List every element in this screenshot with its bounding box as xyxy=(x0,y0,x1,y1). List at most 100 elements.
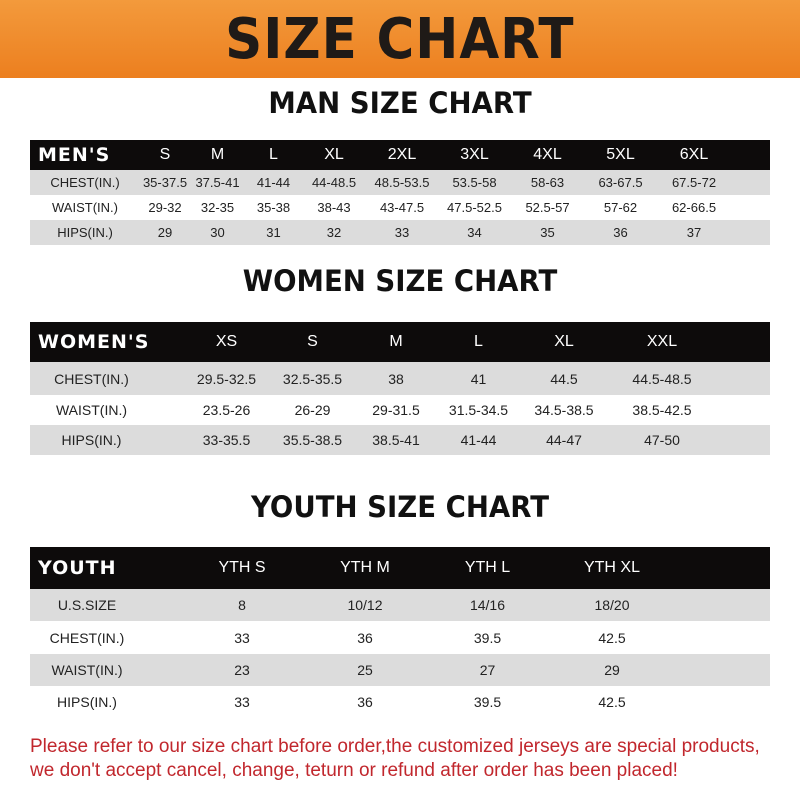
measurement-label: HIPS(IN.) xyxy=(57,694,117,710)
measurement-value: 37 xyxy=(686,225,702,240)
measurement-label: HIPS(IN.) xyxy=(57,225,113,240)
men-section-title: MAN SIZE CHART xyxy=(268,86,532,120)
measurement-value: 44-48.5 xyxy=(311,175,357,190)
table-header-row: YOUTH YTH S YTH M YTH L YTH XL xyxy=(30,547,770,589)
size-column-header: XL xyxy=(324,146,344,163)
measurement-value: 31 xyxy=(266,225,281,240)
measurement-value: 41-44 xyxy=(256,175,291,190)
measurement-value: 38-43 xyxy=(317,200,351,215)
youth-section-title: YOUTH SIZE CHART xyxy=(250,490,550,524)
size-column-header: 5XL xyxy=(606,146,635,163)
measurement-value: 67.5-72 xyxy=(671,175,717,190)
measurement-value: 41-44 xyxy=(460,432,497,448)
measurement-value: 57-62 xyxy=(603,200,638,215)
size-column-header: 2XL xyxy=(387,146,417,163)
table-row: CHEST(IN.) 33 36 39.5 42.5 xyxy=(30,621,770,654)
measurement-value: 63-67.5 xyxy=(598,175,643,190)
measurement-value: 27 xyxy=(479,662,496,678)
measurement-value: 14/16 xyxy=(469,597,506,613)
order-notice-line: we don't accept cancel, change, teturn o… xyxy=(30,760,678,781)
size-column-header: M xyxy=(389,333,403,350)
size-column-header: 4XL xyxy=(533,146,562,163)
measurement-value: 43-47.5 xyxy=(379,200,425,215)
measurement-value: 36 xyxy=(613,225,628,240)
measurement-value: 8 xyxy=(238,597,246,613)
measurement-value: 35-38 xyxy=(256,200,291,215)
table-row: HIPS(IN.) 33 36 39.5 42.5 xyxy=(30,686,770,718)
measurement-value: 62-66.5 xyxy=(671,200,717,215)
order-notice: Please refer to our size chart before or… xyxy=(30,735,780,783)
measurement-label: U.S.SIZE xyxy=(57,597,117,613)
measurement-value: 33-35.5 xyxy=(202,432,251,448)
measurement-value: 34.5-38.5 xyxy=(534,402,594,418)
table-row: U.S.SIZE 8 10/12 14/16 18/20 xyxy=(30,589,770,621)
measurement-value: 39.5 xyxy=(473,694,502,710)
measurement-value: 29-31.5 xyxy=(372,402,420,418)
size-column-header: YTH M xyxy=(340,559,390,576)
men-size-table: MEN'S S M L XL 2XL 3XL 4XL 5XL 6XL CHEST(IN.) 35-37… xyxy=(30,140,770,245)
measurement-value: 41 xyxy=(470,370,487,387)
size-column-header: YTH XL xyxy=(583,559,640,576)
order-notice-line: Please refer to our size chart before or… xyxy=(30,736,760,757)
measurement-value: 34 xyxy=(467,225,482,240)
measurement-value: 36 xyxy=(357,694,373,710)
table-header-row: WOMEN'S XS S M L XL XXL xyxy=(30,322,770,362)
measurement-label: CHEST(IN.) xyxy=(54,370,129,387)
measurement-value: 44.5-48.5 xyxy=(632,370,692,387)
size-column-header: YTH L xyxy=(464,559,511,576)
measurement-value: 32-35 xyxy=(200,200,235,215)
measurement-value: 25 xyxy=(357,662,373,678)
measurement-value: 35 xyxy=(540,225,555,240)
size-column-header: YTH S xyxy=(218,559,266,576)
measurement-value: 38.5-41 xyxy=(372,432,420,448)
measurement-value: 36 xyxy=(357,629,373,646)
measurement-value: 44.5 xyxy=(550,370,578,387)
measurement-value: 32 xyxy=(326,225,342,240)
measurement-value: 26-29 xyxy=(294,402,331,418)
size-column-header: M xyxy=(210,146,225,163)
measurement-value: 10/12 xyxy=(347,597,383,613)
measurement-value: 44-47 xyxy=(546,432,582,448)
table-category-label: MEN'S xyxy=(38,144,111,166)
measurement-value: 32.5-35.5 xyxy=(282,370,343,387)
measurement-value: 42.5 xyxy=(598,629,626,646)
measurement-value: 35-37.5 xyxy=(142,175,188,190)
women-section-title: WOMEN SIZE CHART xyxy=(242,264,558,298)
measurement-value: 31.5-34.5 xyxy=(448,402,509,418)
size-column-header: XL xyxy=(554,333,574,350)
measurement-label: HIPS(IN.) xyxy=(61,432,122,448)
size-column-header: S xyxy=(307,333,318,350)
measurement-value: 33 xyxy=(394,225,410,240)
measurement-label: CHEST(IN.) xyxy=(49,629,125,646)
women-size-table: WOMEN'S XS S M L XL XXL CHEST(IN.) 29.5-32.5 32.5… xyxy=(30,322,770,455)
measurement-value: 33 xyxy=(234,694,250,710)
measurement-value: 29.5-32.5 xyxy=(196,370,257,387)
size-column-header: L xyxy=(474,333,483,350)
measurement-label: WAIST(IN.) xyxy=(55,402,128,418)
measurement-value: 47-50 xyxy=(644,432,680,448)
youth-size-table: YOUTH YTH S YTH M YTH L YTH XL U.S.SIZE 8 10/12… xyxy=(30,547,770,718)
measurement-value: 23 xyxy=(234,662,250,678)
measurement-value: 29 xyxy=(604,662,620,678)
measurement-value: 35.5-38.5 xyxy=(282,432,343,448)
measurement-label: WAIST(IN.) xyxy=(51,662,123,678)
table-header-row: MEN'S S M L XL 2XL 3XL 4XL 5XL 6XL xyxy=(30,140,770,170)
measurement-value: 18/20 xyxy=(594,597,630,613)
measurement-value: 47.5-52.5 xyxy=(447,200,502,215)
size-column-header: 6XL xyxy=(679,146,709,163)
table-row: CHEST(IN.) 29.5-32.5 32.5-35.5 38 41 44.5 44.5… xyxy=(30,362,770,395)
size-column-header: XS xyxy=(215,333,238,350)
measurement-value: 42.5 xyxy=(598,694,626,710)
size-column-header: 3XL xyxy=(460,146,489,163)
size-column-header: L xyxy=(269,146,278,163)
table-row: HIPS(IN.) 29 30 31 32 33 34 35 36 37 xyxy=(30,220,770,245)
measurement-value: 33 xyxy=(234,629,250,646)
measurement-value: 30 xyxy=(210,225,225,240)
measurement-value: 23.5-26 xyxy=(202,402,251,418)
measurement-value: 52.5-57 xyxy=(525,200,570,215)
measurement-value: 58-63 xyxy=(530,175,565,190)
measurement-value: 38 xyxy=(388,370,404,387)
measurement-value: 38.5-42.5 xyxy=(632,402,692,418)
measurement-label: WAIST(IN.) xyxy=(52,200,118,215)
table-row: WAIST(IN.) 23.5-26 26-29 29-31.5 31.5-34.5 34… xyxy=(30,395,770,425)
